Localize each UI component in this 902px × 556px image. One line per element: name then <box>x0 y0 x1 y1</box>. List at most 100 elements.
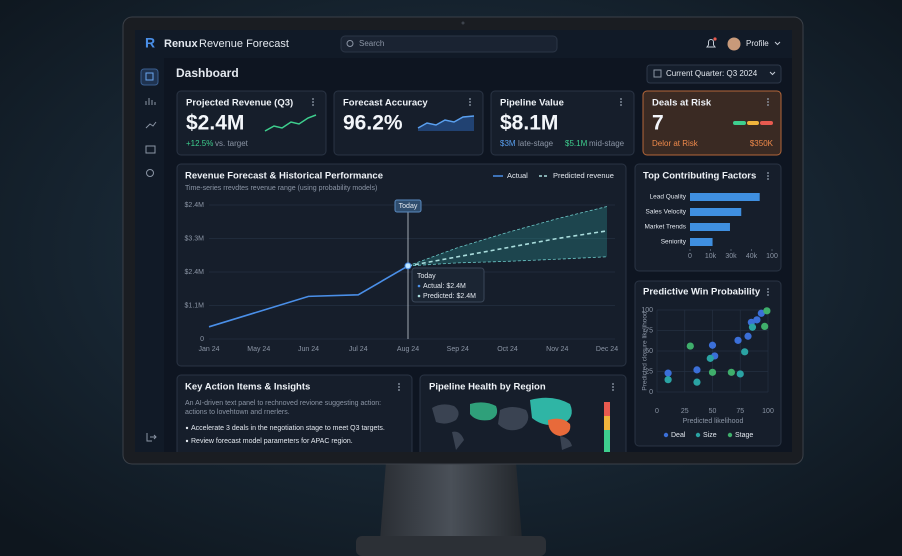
nav-dashboard-icon <box>145 72 154 81</box>
kpi-late-label: late-stage <box>518 139 554 148</box>
x-tick-label: Sep 24 <box>447 346 469 353</box>
category-label: Market Trends <box>644 224 686 231</box>
chart-title: Top Contributing Factors <box>643 171 756 182</box>
chart-title: Revenue Forecast & Historical Performanc… <box>185 171 383 182</box>
bullet <box>185 439 189 443</box>
risk-bar <box>760 121 773 125</box>
kpi-value: $2.4M <box>186 112 244 135</box>
x-axis-label: Predicted likelihood <box>683 418 744 425</box>
point <box>753 316 761 324</box>
point <box>686 342 694 350</box>
legend-scale <box>604 402 610 416</box>
profile-caret <box>774 41 781 46</box>
nav-logout[interactable] <box>146 433 157 442</box>
insights-title: Key Action Items & Insights <box>185 382 310 393</box>
insights-text: An AI-driven text panel to rechnoved rev… <box>185 400 381 407</box>
sparkline <box>417 115 475 129</box>
kpi-mid-label: mid-stage <box>589 139 625 148</box>
kpi-value: 96.2% <box>343 112 403 135</box>
chart-subtitle: Time-series rrevdtes revenue range (usin… <box>185 185 377 192</box>
brand: Renux <box>164 38 199 50</box>
tooltip-line: Actual: $2.4M <box>423 283 466 290</box>
point <box>693 378 701 386</box>
point <box>748 323 757 331</box>
y-axis-label: Predicted closure likelihood <box>642 311 649 391</box>
insights-card <box>176 374 413 452</box>
kpi-card <box>490 90 635 156</box>
nav-trends[interactable] <box>145 121 157 129</box>
kpi-late: $3M <box>500 139 516 148</box>
avatar[interactable] <box>727 37 741 51</box>
tooltip <box>411 267 485 303</box>
page-title: Dashboard <box>176 66 239 80</box>
sidebar <box>135 58 164 452</box>
risk-bar <box>747 121 759 125</box>
insights-text: actions to lovehtown and rnerlers. <box>185 409 290 416</box>
category-label: Sales Velocity <box>646 209 687 216</box>
kpi-card <box>176 90 327 156</box>
kpi-amount: $350K <box>750 139 774 148</box>
search-icon <box>346 40 354 47</box>
x-tick-label: 100 <box>766 253 778 260</box>
series-line <box>208 265 409 328</box>
quarter-label: Current Quarter: Q3 2024 <box>666 69 758 78</box>
legend-label: Predicted revenue <box>553 171 614 180</box>
bar <box>690 223 730 231</box>
y-tick-label: 25 <box>645 368 653 375</box>
profile[interactable]: Profile <box>746 39 769 48</box>
point <box>761 322 769 330</box>
map-land <box>470 402 498 421</box>
today-point <box>404 262 412 270</box>
charts: Revenue Forecast & Historical Performanc… <box>185 171 778 439</box>
tooltip-dot <box>417 294 421 298</box>
legend-swatch <box>695 432 701 438</box>
x-tick-label: Aug 24 <box>397 346 419 353</box>
kpi-delta: +12.5% <box>186 139 213 148</box>
y-tick-label: 100 <box>641 307 653 314</box>
point <box>736 370 744 378</box>
y-tick-label: 0 <box>649 389 653 396</box>
monitor-base <box>356 536 546 556</box>
sparkline <box>264 114 317 132</box>
bar <box>690 208 742 216</box>
series-line <box>407 230 608 267</box>
point <box>744 332 752 340</box>
nav-analytics[interactable] <box>145 98 156 105</box>
point <box>706 354 714 362</box>
x-tick-label: 50 <box>709 408 717 415</box>
factors-card <box>634 163 782 272</box>
nav-reports[interactable] <box>145 145 156 154</box>
y-tick-label: $2.4M <box>185 269 205 276</box>
y-tick-label: 50 <box>645 348 653 355</box>
chart-title: Predictive Win Probability <box>643 287 761 298</box>
tooltip-line: Predicted: $2.4M <box>423 293 476 300</box>
point <box>664 376 672 384</box>
kpi-note: vs. target <box>215 139 249 148</box>
point <box>708 341 717 349</box>
insight-item: Accelerate 3 deals in the negotiation st… <box>191 425 385 432</box>
x-tick-label: 0 <box>688 253 692 260</box>
nav-dashboard[interactable] <box>140 68 159 86</box>
bell-icon[interactable] <box>706 39 716 48</box>
app-title: Revenue Forecast <box>199 38 289 50</box>
point <box>763 307 771 315</box>
quarter-selector[interactable] <box>646 64 782 84</box>
x-tick-label: Jan 24 <box>198 346 219 353</box>
kpi-title: Deals at Risk <box>652 98 712 109</box>
legend-label: Size <box>703 432 717 439</box>
monitor-stand <box>380 462 522 540</box>
x-tick-label: Dec 24 <box>596 346 618 353</box>
x-tick-label: 10k <box>705 253 717 260</box>
point <box>664 369 672 377</box>
search-box[interactable] <box>340 35 558 53</box>
y-tick-label: $2.4M <box>185 202 205 209</box>
x-tick-label: 75 <box>736 408 744 415</box>
camera <box>461 21 465 25</box>
x-tick-label: 100 <box>762 408 774 415</box>
card-menus[interactable] <box>312 98 769 391</box>
insight-item: Review forecast model parameters for APA… <box>191 438 353 445</box>
point <box>727 368 735 376</box>
nav-settings[interactable] <box>146 169 154 177</box>
x-tick-label: 0 <box>655 408 659 415</box>
